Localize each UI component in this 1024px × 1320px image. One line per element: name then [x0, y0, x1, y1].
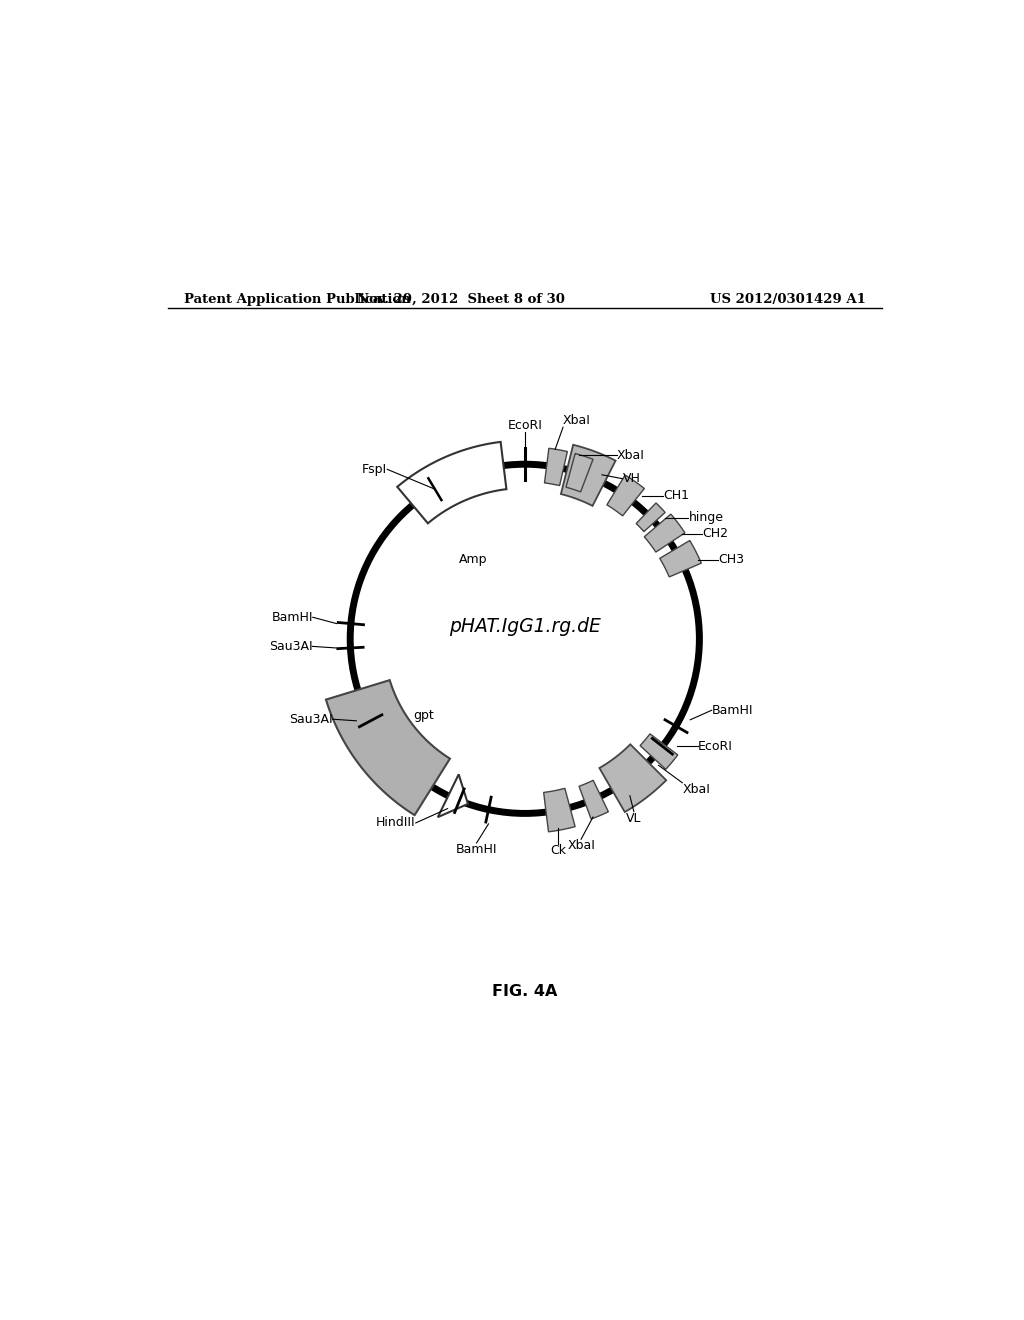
Text: BamHI: BamHI	[456, 843, 498, 855]
Polygon shape	[544, 788, 575, 832]
Text: Sau3AI: Sau3AI	[268, 640, 312, 653]
Text: XbaI: XbaI	[563, 414, 591, 428]
Polygon shape	[644, 513, 685, 552]
Text: Sau3AI: Sau3AI	[289, 713, 333, 726]
Text: hinge: hinge	[688, 511, 724, 524]
Polygon shape	[438, 775, 468, 817]
Text: CH2: CH2	[702, 527, 728, 540]
Text: Amp: Amp	[459, 553, 487, 566]
Text: XbaI: XbaI	[616, 449, 645, 462]
Text: pHAT.IgG1.rg.dE: pHAT.IgG1.rg.dE	[449, 618, 601, 636]
Text: EcoRI: EcoRI	[507, 420, 543, 433]
Text: XbaI: XbaI	[567, 840, 595, 853]
Text: BamHI: BamHI	[712, 704, 754, 717]
Polygon shape	[326, 680, 450, 816]
Polygon shape	[636, 503, 666, 532]
Polygon shape	[566, 454, 593, 492]
Polygon shape	[607, 475, 644, 516]
Polygon shape	[659, 540, 701, 577]
Text: EcoRI: EcoRI	[698, 739, 733, 752]
Text: FspI: FspI	[362, 463, 387, 475]
Text: CH1: CH1	[663, 490, 689, 503]
Text: Patent Application Publication: Patent Application Publication	[183, 293, 411, 306]
Text: XbaI: XbaI	[682, 783, 711, 796]
Polygon shape	[579, 780, 608, 820]
Polygon shape	[397, 442, 507, 523]
Text: Nov. 29, 2012  Sheet 8 of 30: Nov. 29, 2012 Sheet 8 of 30	[357, 293, 565, 306]
Polygon shape	[561, 445, 615, 506]
Polygon shape	[640, 734, 678, 770]
Text: gpt: gpt	[413, 709, 434, 722]
Text: BamHI: BamHI	[271, 611, 312, 624]
Text: VL: VL	[626, 812, 642, 825]
Text: Ck: Ck	[550, 843, 566, 857]
Text: US 2012/0301429 A1: US 2012/0301429 A1	[711, 293, 866, 306]
Polygon shape	[545, 449, 567, 486]
Text: CH3: CH3	[719, 553, 744, 566]
Polygon shape	[599, 744, 667, 812]
Text: FIG. 4A: FIG. 4A	[493, 985, 557, 999]
Text: VH: VH	[623, 473, 640, 486]
Text: HindIII: HindIII	[376, 817, 416, 829]
